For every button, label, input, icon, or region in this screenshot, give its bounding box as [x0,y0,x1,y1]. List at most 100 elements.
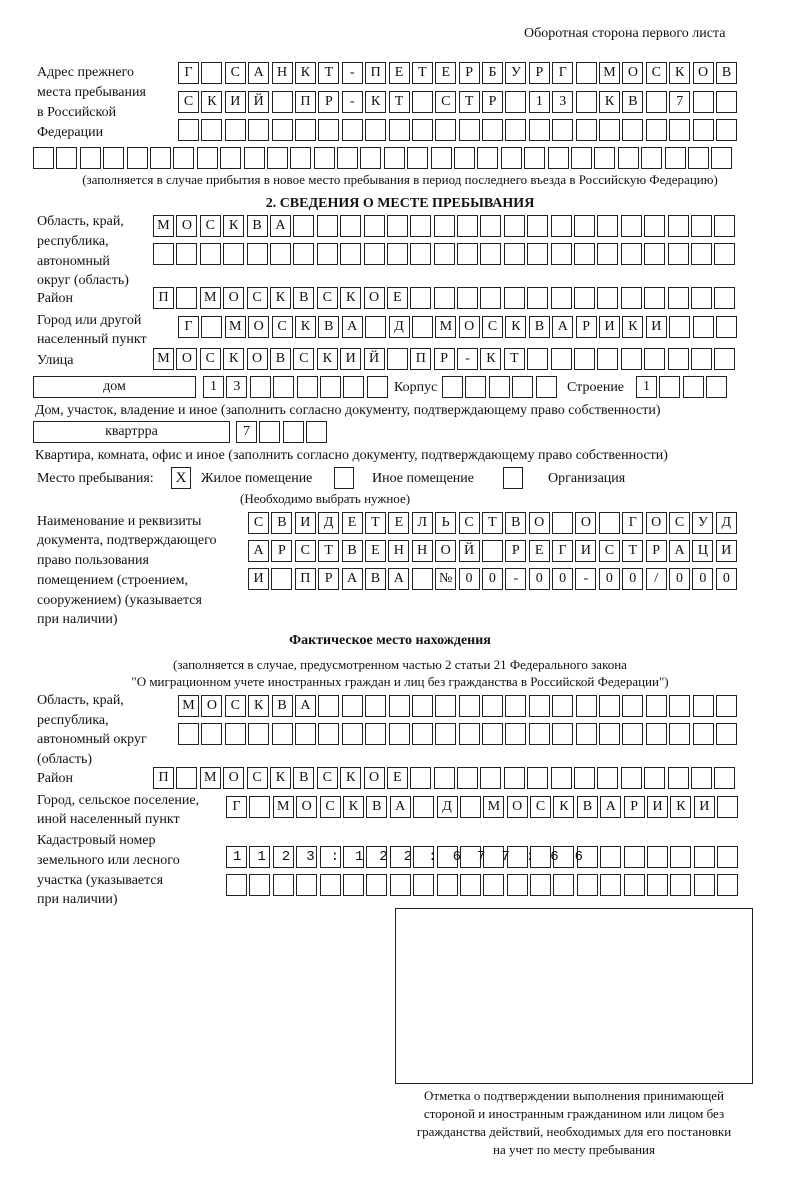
char-cell[interactable]: С [435,91,457,113]
char-cell[interactable] [411,316,433,338]
char-cell[interactable] [126,147,148,169]
char-cell[interactable] [647,874,669,896]
char-cell[interactable]: Г [622,512,644,534]
char-cell[interactable] [290,147,312,169]
char-cell[interactable]: О [246,348,268,370]
char-cell[interactable] [480,243,502,265]
char-cell[interactable] [318,119,340,141]
char-cell[interactable] [149,147,171,169]
char-cell[interactable]: О [692,62,714,84]
char-cell[interactable]: Т [622,540,644,562]
char-cell[interactable] [669,316,691,338]
char-cell[interactable]: М [272,796,294,818]
char-cell[interactable] [505,723,527,745]
char-cell[interactable] [714,767,736,789]
char-cell[interactable] [458,723,480,745]
char-cell[interactable] [620,767,642,789]
char-cell[interactable] [714,243,736,265]
char-cell[interactable] [33,147,54,169]
char-cell[interactable]: К [201,91,223,113]
char-cell[interactable] [411,723,433,745]
char-cell[interactable] [667,348,689,370]
char-cell[interactable]: Т [364,512,386,534]
char-cell[interactable]: О [645,512,667,534]
char-cell[interactable] [620,243,642,265]
char-cell[interactable]: 0 [552,568,574,590]
char-cell[interactable] [79,147,101,169]
organization-checkbox[interactable] [503,467,523,489]
char-cell[interactable] [430,147,452,169]
char-cell[interactable] [269,243,291,265]
char-cell[interactable] [341,695,363,717]
char-cell[interactable]: Ц [692,540,714,562]
previous-address-row-3[interactable] [178,119,739,141]
char-cell[interactable] [436,874,458,896]
char-cell[interactable] [271,119,293,141]
char-cell[interactable]: С [271,316,293,338]
char-cell[interactable]: Г [226,796,247,818]
char-cell[interactable]: Е [435,62,457,84]
char-cell[interactable] [715,119,737,141]
char-cell[interactable]: 1 [636,376,657,398]
char-cell[interactable] [433,215,455,237]
char-cell[interactable] [249,376,271,398]
char-cell[interactable] [201,62,223,84]
char-cell[interactable] [711,147,733,169]
char-cell[interactable]: Т [458,91,480,113]
char-cell[interactable]: М [599,62,621,84]
char-cell[interactable] [201,119,223,141]
char-cell[interactable] [435,119,457,141]
char-cell[interactable] [271,91,293,113]
char-cell[interactable] [570,147,592,169]
char-cell[interactable] [483,846,505,868]
char-cell[interactable]: К [340,767,362,789]
char-cell[interactable] [597,767,619,789]
char-cell[interactable] [553,846,575,868]
char-cell[interactable] [505,91,527,113]
char-cell[interactable]: В [293,767,315,789]
char-cell[interactable] [599,723,621,745]
char-cell[interactable] [505,119,527,141]
char-cell[interactable]: Т [481,512,503,534]
char-cell[interactable] [386,243,408,265]
char-cell[interactable]: Р [645,540,667,562]
char-cell[interactable]: Р [458,62,480,84]
char-cell[interactable] [458,695,480,717]
char-cell[interactable] [282,421,304,443]
char-cell[interactable]: К [622,316,644,338]
char-cell[interactable] [574,215,596,237]
cadastral-row-1-cells[interactable] [226,846,741,868]
char-cell[interactable]: Р [505,540,527,562]
char-cell[interactable] [527,287,549,309]
char-cell[interactable] [459,796,481,818]
char-cell[interactable] [505,695,527,717]
char-cell[interactable]: Е [388,512,410,534]
char-cell[interactable] [480,767,502,789]
house-type-field[interactable]: дом [33,376,196,398]
char-cell[interactable]: В [246,215,268,237]
char-cell[interactable]: К [269,287,291,309]
char-cell[interactable]: К [365,91,387,113]
char-cell[interactable] [669,723,691,745]
char-cell[interactable] [176,243,198,265]
char-cell[interactable] [617,147,639,169]
char-cell[interactable] [503,767,525,789]
char-cell[interactable]: Т [411,62,433,84]
char-cell[interactable] [433,767,455,789]
char-cell[interactable]: В [293,287,315,309]
char-cell[interactable] [482,119,504,141]
char-cell[interactable]: А [389,796,411,818]
char-cell[interactable] [550,243,572,265]
char-cell[interactable]: Г [552,62,574,84]
char-cell[interactable]: Р [575,316,597,338]
char-cell[interactable] [500,147,522,169]
char-cell[interactable] [318,695,340,717]
char-cell[interactable] [319,376,341,398]
char-cell[interactable] [316,215,338,237]
char-cell[interactable] [293,243,315,265]
char-cell[interactable] [153,243,174,265]
char-cell[interactable]: С [598,540,620,562]
char-cell[interactable] [692,695,714,717]
